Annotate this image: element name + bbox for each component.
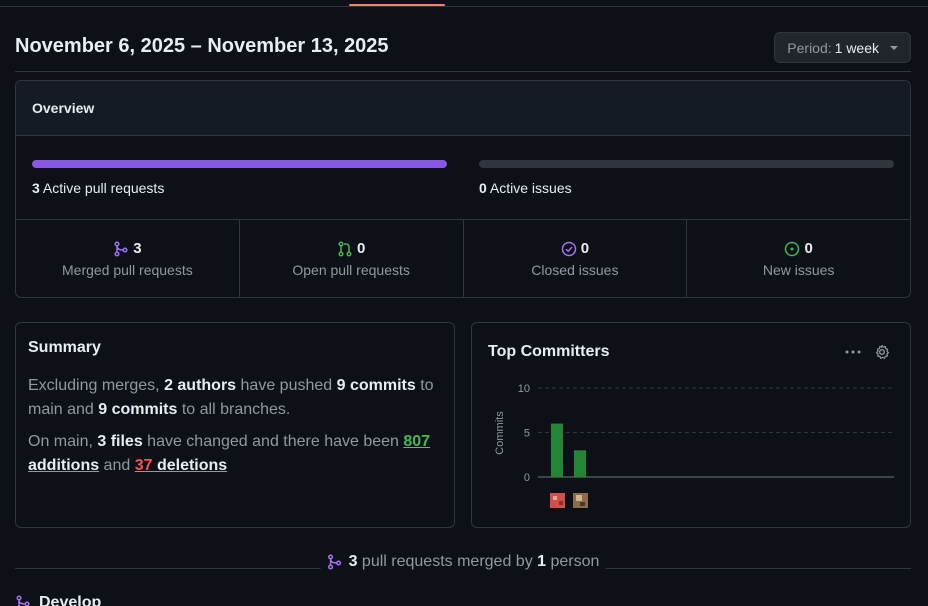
overview-panel: Overview 3 Active pull requests 0 Active…: [15, 80, 911, 298]
merge-icon: [16, 595, 30, 606]
issue-opened-icon: [785, 241, 800, 256]
active-prs-link[interactable]: 3 Active pull requests: [32, 180, 164, 196]
activity-bars: 3 Active pull requests 0 Active issues: [16, 136, 910, 220]
overview-title: Overview: [16, 81, 910, 136]
stat-new-issues[interactable]: 0 New issues: [687, 220, 910, 297]
gear-icon[interactable]: [874, 344, 890, 360]
summary-title: Summary: [28, 339, 101, 356]
overview-stats: 3 Merged pull requests 0 Open pull reque…: [16, 220, 910, 297]
stat-open-prs[interactable]: 0 Open pull requests: [240, 220, 464, 297]
active-issues-bar: [479, 160, 894, 168]
merge-icon: [114, 240, 128, 257]
summary-text: Excluding merges,: [28, 377, 165, 394]
summary-commits-main: 9 commits: [336, 377, 416, 394]
pulse-header: November 6, 2025 – November 13, 2025 Per…: [15, 32, 911, 72]
summary-text: have pushed: [236, 377, 337, 394]
avatar[interactable]: [550, 493, 565, 508]
header-divider: [15, 71, 911, 72]
summary-commits-all: 9 commits: [98, 401, 178, 418]
additions-word: additions: [28, 457, 100, 474]
issue-closed-icon: [561, 241, 576, 256]
active-prs-label: Active pull requests: [42, 180, 165, 196]
top-committers-panel: Top Committers 0 5 10 Commits: [471, 322, 911, 528]
summary-authors: 2 authors: [164, 377, 237, 394]
summary-commits-text: Excluding merges, 2 authors have pushed …: [28, 374, 442, 422]
y-axis-label: Commits: [494, 411, 506, 455]
merged-summary: 3 pull requests merged by 1 person: [15, 553, 911, 577]
date-range-title: November 6, 2025 – November 13, 2025: [15, 35, 389, 57]
stat-merged-value: 3: [133, 240, 142, 257]
merged-text: pull requests merged by: [357, 553, 538, 570]
summary-text: to all branches.: [177, 401, 291, 418]
merge-icon: [328, 554, 342, 570]
pull-request-icon: [338, 240, 352, 257]
y-tick-label: 10: [518, 383, 530, 395]
stat-merged-prs[interactable]: 3 Merged pull requests: [16, 220, 240, 297]
active-prs-bar: [32, 160, 447, 168]
period-label: Period:: [787, 39, 832, 56]
stat-new-value: 0: [804, 240, 813, 257]
tab-underline: [0, 6, 928, 7]
y-tick-label: 0: [524, 472, 530, 484]
stat-closed-label: Closed issues: [531, 262, 619, 278]
active-issues-link[interactable]: 0 Active issues: [479, 180, 572, 196]
additions-count: 807: [403, 433, 431, 450]
stat-closed-issues[interactable]: 0 Closed issues: [464, 220, 688, 297]
kebab-horizontal-icon[interactable]: [844, 344, 862, 360]
deletions-word: deletions: [152, 457, 228, 474]
y-tick-label: 5: [524, 428, 530, 440]
stat-new-label: New issues: [762, 262, 835, 278]
commit-bar[interactable]: [574, 450, 586, 477]
active-issues-count: 0: [479, 180, 487, 196]
summary-panel: Summary Excluding merges, 2 authors have…: [15, 322, 455, 528]
period-value: 1 week: [834, 39, 879, 56]
summary-text: and: [99, 457, 135, 474]
stat-open-label: Open pull requests: [292, 262, 410, 278]
commit-bar[interactable]: [551, 423, 563, 477]
deletions-link[interactable]: 37 deletions: [135, 457, 227, 474]
summary-files: 3 files: [97, 433, 143, 450]
stat-closed-value: 0: [580, 240, 590, 257]
summary-changes-text: On main, 3 files have changed and there …: [28, 430, 442, 478]
stat-open-value: 0: [356, 240, 366, 257]
branch-heading: Develop: [15, 594, 101, 606]
branch-name: Develop: [39, 594, 102, 606]
top-committers-chart: 0 5 10 Commits: [494, 383, 894, 508]
period-dropdown[interactable]: Period: 1 week: [774, 32, 911, 63]
merged-text: person: [546, 553, 600, 570]
summary-text: to main and: [28, 377, 434, 418]
summary-text: On main,: [28, 433, 98, 450]
active-tab-indicator: [349, 4, 445, 6]
summary-text: have changed and there have been: [142, 433, 404, 450]
avatar[interactable]: [573, 493, 588, 508]
active-prs-bar-fill: [32, 160, 447, 168]
active-prs-count: 3: [32, 180, 40, 196]
stat-merged-label: Merged pull requests: [62, 262, 193, 278]
merged-count: 3: [348, 553, 358, 570]
deletions-count: 37: [134, 457, 153, 474]
triangle-down-icon: [890, 45, 898, 50]
merged-people-count: 1: [537, 553, 547, 570]
top-committers-title: Top Committers: [488, 343, 610, 360]
additions-link[interactable]: 807 additions: [28, 433, 430, 474]
active-issues-label: Active issues: [489, 180, 572, 196]
